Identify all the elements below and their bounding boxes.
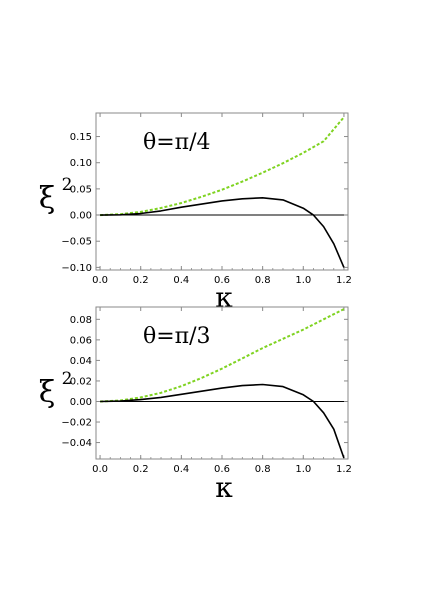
x-tick-label: 1.0 (295, 464, 311, 475)
y-axis-label-exponent: 2 (62, 369, 73, 389)
y-tick-label: 0.00 (70, 211, 92, 222)
y-tick-label: −0.05 (61, 237, 92, 248)
x-tick-label: 0.0 (92, 275, 108, 286)
series-line-dashed (100, 116, 345, 217)
chart-panel-top: 0.0 0.2 0.4 0.6 0.8 1.0 1.2 −0.10 −0.05 0.00 0.05 0… (39, 112, 352, 314)
y-tick-label: 0.02 (70, 376, 92, 387)
x-tick-label: 0.2 (133, 275, 149, 286)
plot-frame (95, 306, 349, 460)
x-tick-label: 0.6 (214, 464, 230, 475)
x-axis-label: κ (215, 471, 233, 504)
panel-annotation: θ=π/4 (143, 130, 211, 155)
y-tick-label: 0.08 (70, 315, 92, 326)
y-tick-label: −0.02 (61, 418, 92, 429)
x-tick-label: 0.6 (214, 275, 230, 286)
y-tick-label: 0.10 (70, 158, 92, 169)
panel-annotation: θ=π/3 (143, 324, 211, 349)
y-axis-label-exponent: 2 (62, 175, 73, 195)
x-axis-label: κ (215, 281, 233, 314)
y-tick-label: 0.05 (70, 184, 92, 195)
x-tick-label: 1.0 (295, 275, 311, 286)
series-line-dashed (100, 308, 345, 403)
x-tick-label: 0.8 (255, 275, 271, 286)
x-tick-label: 0.2 (133, 464, 149, 475)
x-tick-label: 1.2 (336, 464, 352, 475)
x-tick-label: 0.8 (255, 464, 271, 475)
chart-panel-bottom: 0.0 0.2 0.4 0.6 0.8 1.0 1.2 −0.04 −0.02 0.00 0.02 0… (39, 306, 352, 504)
x-tick-label: 1.2 (336, 275, 352, 286)
y-axis-label: ξ (39, 181, 56, 216)
x-tick-label: 0.0 (92, 464, 108, 475)
y-tick-label: 0.06 (70, 335, 92, 346)
y-axis-label: ξ (39, 375, 56, 410)
y-tick-label: 0.15 (70, 132, 92, 143)
series-line-solid (100, 197, 345, 268)
y-tick-label: 0.04 (70, 356, 92, 367)
plot-frame (95, 112, 349, 271)
series-line-solid (100, 383, 345, 459)
x-tick-label: 0.4 (173, 275, 189, 286)
y-tick-label: 0.00 (70, 397, 92, 408)
x-tick-label: 0.4 (173, 464, 189, 475)
y-tick-label: −0.10 (61, 263, 92, 274)
y-tick-label: −0.04 (61, 438, 92, 449)
